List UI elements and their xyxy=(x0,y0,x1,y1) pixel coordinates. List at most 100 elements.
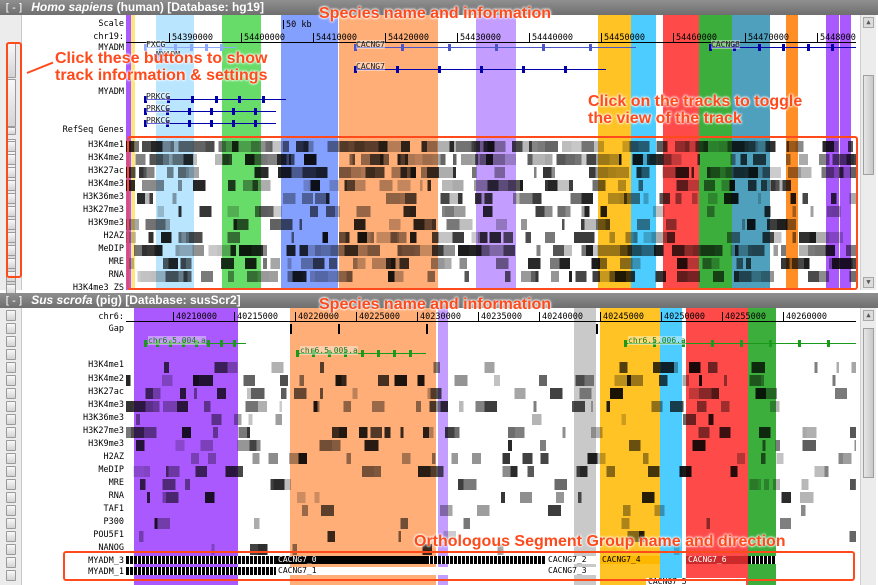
track-settings-button[interactable] xyxy=(6,375,16,386)
signal-track[interactable] xyxy=(126,219,856,230)
signal-track[interactable] xyxy=(126,141,856,152)
track-settings-button[interactable] xyxy=(6,440,16,451)
gene-feature[interactable]: chr6.5.004.a xyxy=(144,336,246,348)
track-settings-button[interactable] xyxy=(6,349,16,360)
orthologous-segment[interactable]: CACNG7_0 xyxy=(276,556,426,564)
gap-mark xyxy=(426,324,428,334)
track-settings-button[interactable] xyxy=(6,544,16,555)
gene-exon xyxy=(144,96,147,103)
orthologous-segment[interactable]: CACNG7_1 xyxy=(276,567,458,575)
vertical-scrollbar[interactable]: ▲ xyxy=(860,308,876,585)
track-settings-button[interactable] xyxy=(6,518,16,529)
ruler-tick: 54460000 xyxy=(673,33,717,43)
track-settings-button[interactable] xyxy=(6,310,16,321)
track-settings-button[interactable] xyxy=(6,362,16,373)
gene-feature[interactable]: PRKCG xyxy=(144,104,276,116)
signal-track[interactable] xyxy=(126,193,856,204)
signal-track[interactable] xyxy=(126,271,856,282)
signal-track[interactable] xyxy=(126,479,856,490)
gene-exon xyxy=(232,108,235,115)
scroll-thumb[interactable] xyxy=(863,75,874,175)
signal-track[interactable] xyxy=(126,453,856,464)
track-settings-button[interactable] xyxy=(6,401,16,412)
ruler-tick: 40215000 xyxy=(234,312,278,322)
highlight-band xyxy=(598,15,631,290)
genome-browser-tracks-pig[interactable]: 40210000 40215000 40220000 40225000 40230000… xyxy=(126,308,856,585)
signal-track[interactable] xyxy=(126,375,856,386)
species-header-pig[interactable]: [-] Sus scrofa (pig) [Database: susScr2] xyxy=(0,293,878,308)
gene-feature[interactable]: CACNG7 xyxy=(354,62,606,74)
orthologous-segment[interactable]: CACNG7_2 xyxy=(546,556,598,564)
scroll-up-icon[interactable]: ▲ xyxy=(863,17,874,28)
track-settings-button[interactable] xyxy=(6,427,16,438)
track-settings-button[interactable] xyxy=(6,466,16,477)
gene-feature[interactable]: CACNG8 xyxy=(709,40,856,52)
gene-feature[interactable]: chr6.5.006.a xyxy=(624,336,856,348)
gene-feature[interactable]: PRKCG xyxy=(144,116,276,128)
signal-track[interactable] xyxy=(126,505,856,516)
signal-track[interactable] xyxy=(126,167,856,178)
orthologous-segment[interactable]: CACNG7_3 xyxy=(546,567,598,575)
signal-track[interactable] xyxy=(126,232,856,243)
collapse-toggle[interactable]: [-] xyxy=(4,1,24,14)
gene-exon xyxy=(210,120,213,127)
signal-track[interactable] xyxy=(126,518,856,529)
gene-exon xyxy=(393,350,396,357)
scroll-thumb[interactable] xyxy=(863,328,874,478)
gene-exon xyxy=(188,120,191,127)
vertical-scrollbar[interactable]: ▲ ▼ xyxy=(860,15,876,290)
orthologous-segment[interactable]: CACNG7_6 xyxy=(686,556,748,564)
gene-feature[interactable]: PRKCG xyxy=(144,92,286,104)
track-settings-button[interactable] xyxy=(6,570,16,581)
signal-track[interactable] xyxy=(126,362,856,373)
track-label: RNA xyxy=(108,491,124,501)
gene-exon xyxy=(653,340,656,347)
signal-track[interactable] xyxy=(126,531,856,542)
signal-track[interactable] xyxy=(126,492,856,503)
scroll-down-icon[interactable]: ▼ xyxy=(863,277,874,288)
track-settings-button[interactable] xyxy=(6,414,16,425)
gene-feature[interactable]: FXCG xyxy=(144,40,236,52)
track-label: Gap xyxy=(108,324,124,334)
species-header-human[interactable]: [-] Homo sapiens (human) [Database: hg19… xyxy=(0,0,878,15)
collapse-toggle[interactable]: [-] xyxy=(4,294,24,307)
track-settings-button[interactable] xyxy=(6,479,16,490)
signal-track[interactable] xyxy=(126,466,856,477)
signal-track[interactable] xyxy=(126,440,856,451)
track-settings-button[interactable] xyxy=(6,453,16,464)
gene-feature[interactable]: CACNG7 xyxy=(354,40,636,52)
segment-arrow[interactable] xyxy=(126,556,276,564)
track-settings-button[interactable] xyxy=(6,323,16,334)
gene-feature[interactable]: chr6.5.005.a xyxy=(296,346,426,358)
signal-track[interactable] xyxy=(126,401,856,412)
orthologous-segment[interactable]: CACNG7_5 xyxy=(646,578,746,585)
orthologous-segment[interactable]: CACNG7_4 xyxy=(600,556,660,564)
signal-track[interactable] xyxy=(126,427,856,438)
track-settings-button[interactable] xyxy=(6,492,16,503)
segment-arrow[interactable] xyxy=(748,556,776,564)
track-settings-button[interactable] xyxy=(6,557,16,568)
signal-track[interactable] xyxy=(126,414,856,425)
signal-track[interactable] xyxy=(126,544,856,555)
track-settings-button[interactable] xyxy=(6,505,16,516)
track-settings-button[interactable] xyxy=(6,336,16,347)
signal-track[interactable] xyxy=(126,258,856,269)
gene-exon xyxy=(254,120,257,127)
gene-feature[interactable]: MYADM xyxy=(154,50,181,62)
genome-browser-tracks-human[interactable]: 50 kb 54390000 54400000 54410000 54420000 54… xyxy=(126,15,856,290)
track-settings-button[interactable] xyxy=(6,531,16,542)
segment-arrow[interactable] xyxy=(126,567,276,575)
signal-track[interactable] xyxy=(126,154,856,165)
ruler-tick: 54390000 xyxy=(169,33,213,43)
annotation-tracks-box xyxy=(127,136,858,290)
signal-track[interactable] xyxy=(126,388,856,399)
track-settings-button[interactable] xyxy=(6,388,16,399)
segment-arrow[interactable] xyxy=(426,556,546,564)
signal-track[interactable] xyxy=(126,180,856,191)
signal-track[interactable] xyxy=(126,206,856,217)
gene-exon xyxy=(312,350,315,357)
scroll-up-icon[interactable]: ▲ xyxy=(863,310,874,321)
signal-track[interactable] xyxy=(126,245,856,256)
gene-exon xyxy=(144,108,147,115)
coordinate-ruler: 54390000 54400000 54410000 54420000 54430000… xyxy=(126,31,856,43)
